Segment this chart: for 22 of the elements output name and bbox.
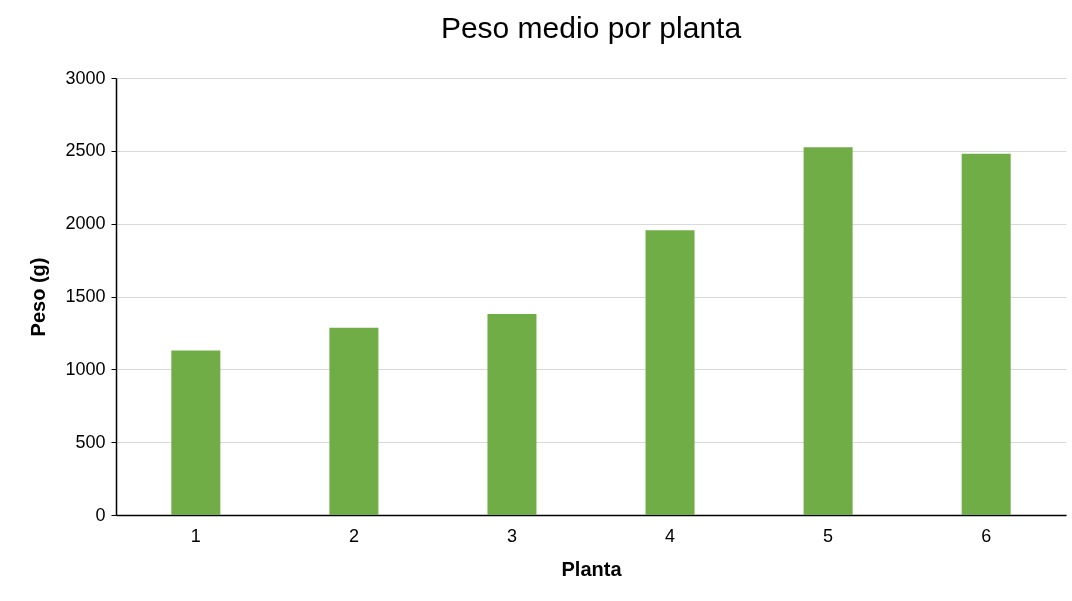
y-tick-label: 2500: [65, 140, 106, 161]
bar: [171, 350, 221, 515]
y-tick-label: 1500: [65, 286, 106, 306]
chart-title: Peso medio por planta: [440, 11, 742, 44]
x-tick-label: 3: [506, 525, 517, 546]
x-tick-label: 1: [190, 525, 201, 546]
y-tick-label: 500: [75, 431, 106, 452]
x-tick-label: 5: [823, 525, 834, 546]
y-tick-label: 2000: [65, 213, 106, 234]
bar: [487, 313, 537, 515]
bar: [645, 230, 695, 515]
bar: [329, 327, 379, 515]
x-tick-label: 4: [665, 525, 676, 546]
x-tick-label: 6: [981, 525, 992, 546]
bar: [961, 153, 1011, 515]
x-axis-title: Planta: [561, 557, 623, 580]
x-tick-label: 2: [348, 525, 359, 546]
bar: [803, 147, 853, 515]
y-axis-title: Peso (g): [27, 257, 50, 337]
y-tick-label: 1000: [65, 358, 106, 379]
y-tick-label: 0: [95, 504, 106, 525]
y-tick-label: 3000: [65, 67, 106, 88]
